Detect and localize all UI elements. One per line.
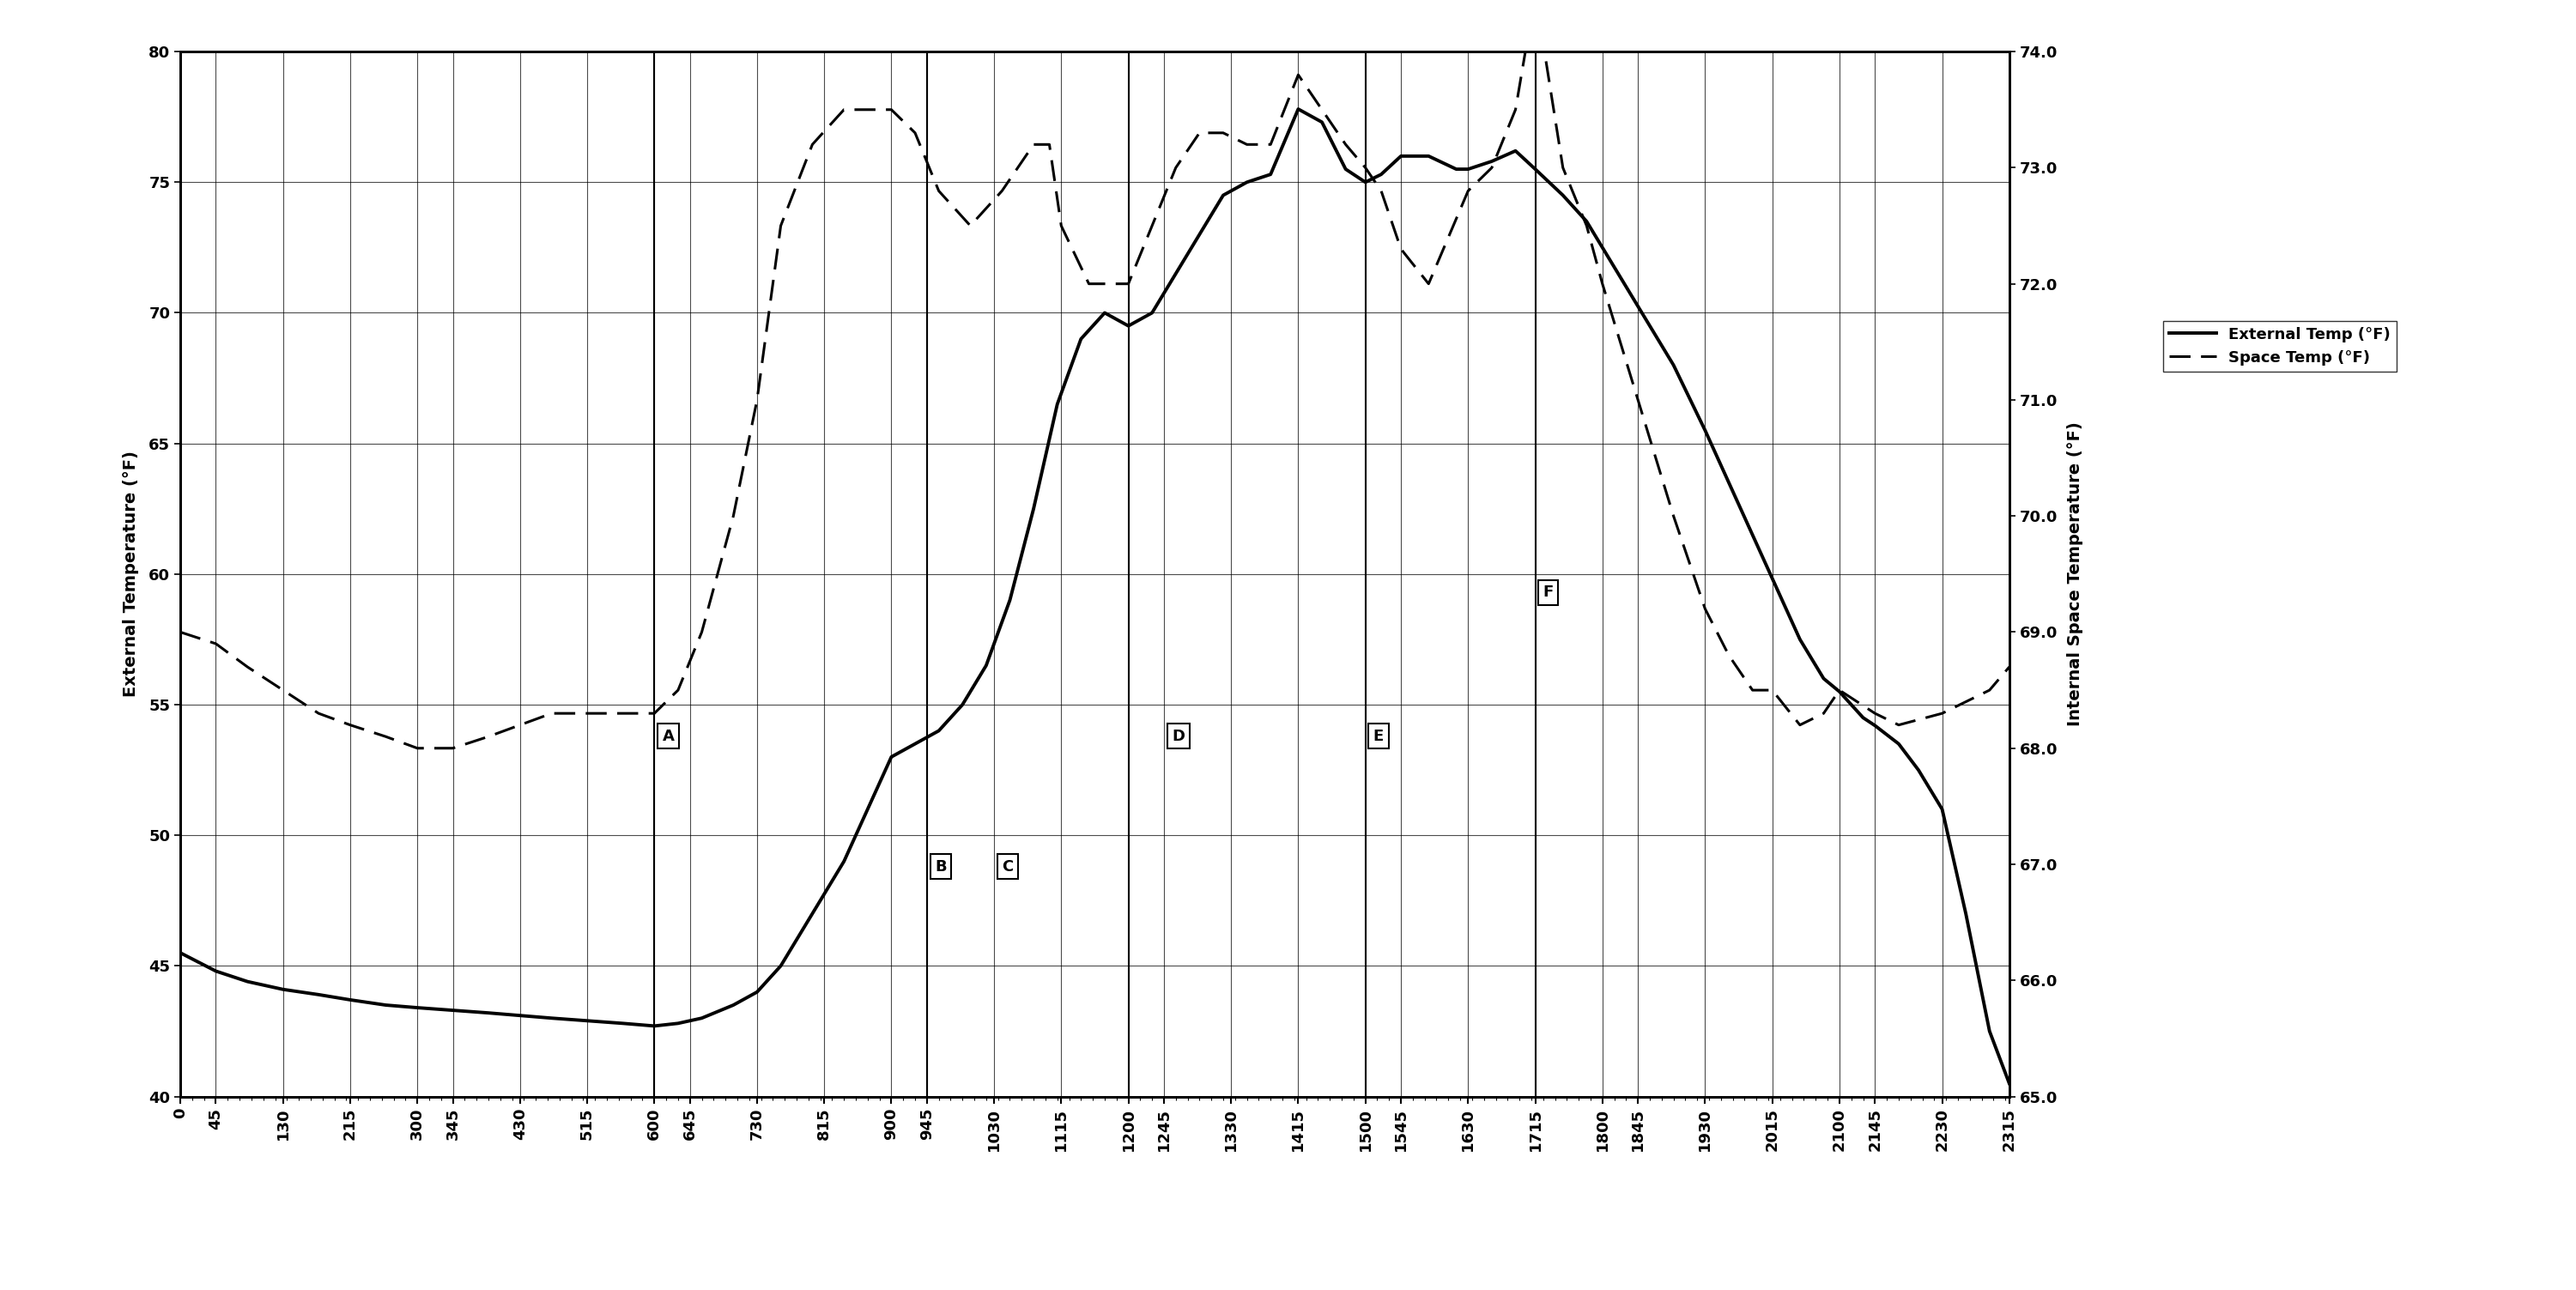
Legend: External Temp (°F), Space Temp (°F): External Temp (°F), Space Temp (°F) bbox=[2164, 321, 2396, 372]
Text: E: E bbox=[1373, 729, 1383, 744]
Text: F: F bbox=[1543, 584, 1553, 600]
Text: A: A bbox=[662, 729, 675, 744]
Y-axis label: Internal Space Temperature (°F): Internal Space Temperature (°F) bbox=[2066, 422, 2084, 726]
Text: B: B bbox=[935, 859, 945, 875]
Y-axis label: External Temperature (°F): External Temperature (°F) bbox=[124, 452, 139, 697]
Text: D: D bbox=[1172, 729, 1185, 744]
Text: C: C bbox=[1002, 859, 1012, 875]
